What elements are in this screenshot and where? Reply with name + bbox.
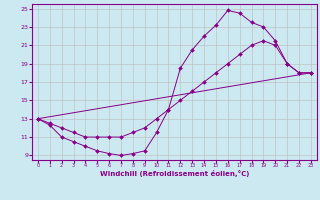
X-axis label: Windchill (Refroidissement éolien,°C): Windchill (Refroidissement éolien,°C) <box>100 170 249 177</box>
